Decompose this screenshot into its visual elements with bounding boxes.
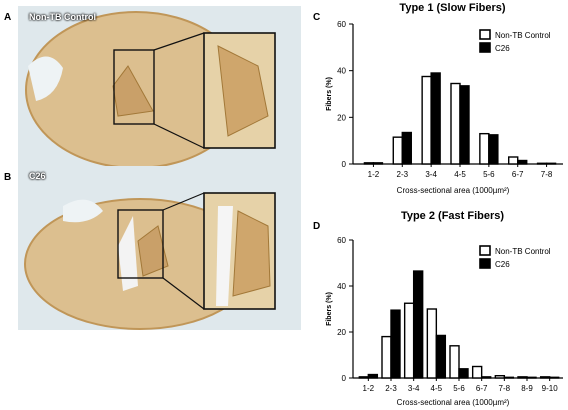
chart-c-legend-swatch <box>479 29 491 40</box>
chart-d-bar <box>526 376 537 379</box>
chart-c-bar <box>545 162 557 165</box>
panel-letter-b: B <box>4 172 12 183</box>
chart-c-bar <box>401 131 412 165</box>
panel-letter-a: A <box>4 12 12 23</box>
chart-c-x-tick-label: 5-6 <box>483 170 495 179</box>
chart-d-bar <box>426 308 438 379</box>
chart-c-legend-swatch <box>479 42 491 53</box>
chart-c-bar <box>479 132 490 165</box>
chart-c-bar <box>459 85 470 165</box>
chart-c-y-tick-label: 20 <box>337 113 346 122</box>
chart-d-bar <box>503 376 515 379</box>
chart-c-y-tick-label: 40 <box>337 67 346 76</box>
chart-c-bar <box>517 159 528 165</box>
chart-d-x-tick-label: 5-6 <box>453 384 465 393</box>
chart-c-x-tick-label: 2-3 <box>397 170 409 179</box>
panel-letter-c: C <box>313 12 321 23</box>
chart-d-x-tick-label: 6-7 <box>476 384 488 393</box>
chart-c-legend-label: Non-TB Control <box>495 31 551 40</box>
chart-d-y-tick-label: 40 <box>337 282 346 291</box>
chart-d-bar <box>412 270 424 379</box>
micrograph-label-c26: C26 <box>29 171 46 181</box>
chart-d-bar <box>390 309 401 379</box>
chart-d-legend-label: Non-TB Control <box>495 247 551 256</box>
chart-d-bar <box>480 376 492 379</box>
chart-d-title: Type 2 (Fast Fibers) <box>400 210 505 222</box>
chart-c-x-tick-label: 6-7 <box>512 170 524 179</box>
chart-d-x-tick-label: 1-2 <box>363 384 375 393</box>
chart-d-y-tick-label: 20 <box>337 328 346 337</box>
chart-d-legend-swatch <box>479 258 491 269</box>
chart-c-x-tick-label: 4-5 <box>454 170 466 179</box>
chart-c-bar <box>421 75 432 165</box>
chart-c-bar <box>536 162 548 165</box>
chart-c-x-tick-label: 7-8 <box>541 170 553 179</box>
chart-d-bar <box>367 373 379 379</box>
chart-d-bar <box>358 376 370 379</box>
chart-c-bar <box>508 156 519 165</box>
chart-d-bar <box>539 376 551 379</box>
chart-c-bar <box>430 72 441 165</box>
chart-c-bar <box>450 82 461 165</box>
chart-c-bar <box>363 162 375 165</box>
chart-d-y-label: Fibers (%) <box>326 292 333 326</box>
chart-c-bar <box>372 162 384 165</box>
chart-c-y-label: Fibers (%) <box>326 77 333 111</box>
chart-d-x-label: Cross-sectional area (1000µm²) <box>397 398 510 407</box>
chart-d-bar <box>449 345 460 379</box>
chart-d-x-tick-label: 2-3 <box>385 384 397 393</box>
chart-d-bar <box>435 334 447 379</box>
chart-d-bar <box>494 375 506 379</box>
micrograph-label-control: Non-TB Control <box>29 12 96 22</box>
chart-d-bar <box>517 376 528 379</box>
chart-c-legend-label: C26 <box>495 44 510 53</box>
chart-d-legend-swatch <box>479 245 491 256</box>
micrograph-c26: C26 <box>18 166 301 330</box>
chart-c-title: Type 1 (Slow Fibers) <box>399 2 506 14</box>
chart-c-bar <box>392 136 403 165</box>
chart-c-bar <box>488 134 499 165</box>
micrograph-control: Non-TB Control <box>18 6 301 168</box>
chart-d-legend-label: C26 <box>495 260 510 269</box>
chart-d-y-tick-label: 60 <box>337 236 346 245</box>
chart-d-x-tick-label: 9-10 <box>542 384 559 393</box>
chart-c-x-label: Cross-sectional area (1000µm²) <box>397 186 510 195</box>
chart-d-bar <box>471 365 483 379</box>
chart-c-y-tick-label: 0 <box>342 160 347 169</box>
chart-d-bar <box>381 335 392 379</box>
chart-d-bar <box>403 302 415 379</box>
chart-c-x-tick-label: 1-2 <box>368 170 380 179</box>
chart-d-x-tick-label: 8-9 <box>521 384 533 393</box>
chart-d-x-tick-label: 7-8 <box>499 384 511 393</box>
chart-d-bar <box>458 368 469 379</box>
micrograph-c26-drawing <box>24 192 276 330</box>
chart-c-y-tick-label: 60 <box>337 20 346 29</box>
chart-d-y-tick-label: 0 <box>342 374 347 383</box>
panel-letter-d: D <box>313 221 321 232</box>
micrograph-control-drawing <box>25 11 276 168</box>
chart-d-x-tick-label: 3-4 <box>408 384 420 393</box>
chart-d-bar <box>548 376 560 379</box>
chart-c-x-tick-label: 3-4 <box>425 170 437 179</box>
chart-d-x-tick-label: 4-5 <box>431 384 443 393</box>
